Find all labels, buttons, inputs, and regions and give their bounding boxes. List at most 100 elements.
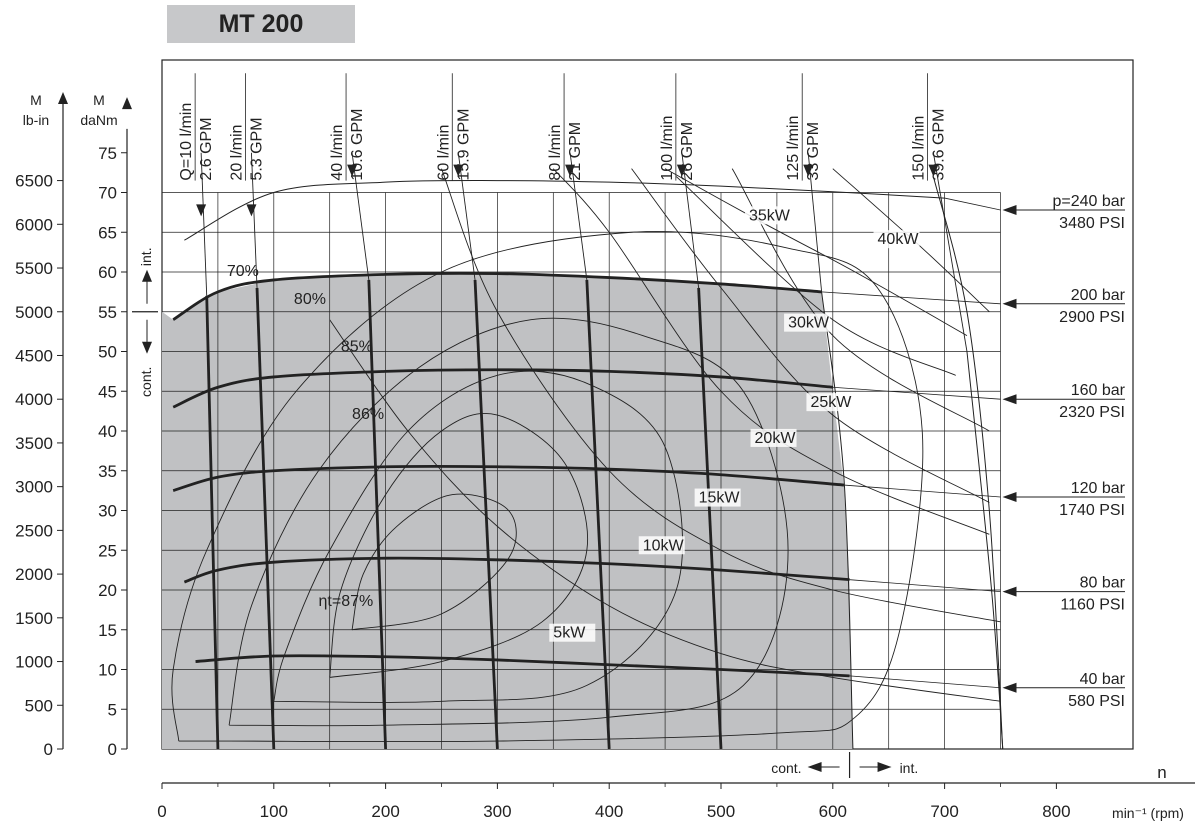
y-inner-tick-label: 15 [98,621,117,640]
y-outer-tick-label: 2000 [15,565,53,584]
y-inner-tick-label: 5 [108,700,117,719]
flow-label-lpm: 150 l/min [910,116,927,181]
pressure-extension [849,675,1001,689]
flow-label-lpm: 125 l/min [785,116,802,181]
power-label: 30kW [788,315,830,332]
pressure-arrow [1002,682,1017,693]
pressure-arrow [1002,298,1017,309]
y-inner-tick-label: 70 [98,184,117,203]
flow-line [255,287,276,750]
flow-arrow [196,204,207,217]
flow-line [367,279,387,750]
x-tick-label: 300 [483,802,511,821]
power-label: 25kW [810,394,852,411]
pressure-arrow [1002,204,1017,215]
y-outer-tick-label: 500 [25,696,53,715]
limit-curve [932,176,1004,750]
y-outer-tick-label: 4000 [15,390,53,409]
pressure-label-psi: 3480 PSI [1059,215,1125,232]
x-tick-label: 100 [260,802,288,821]
pressure-curve [172,271,822,321]
flow-label-lpm: Q=10 l/min [178,103,195,181]
flow-line [585,279,611,750]
flow-label-lpm: 60 l/min [435,125,452,181]
y-outer-tick-label: 1500 [15,609,53,628]
y-outer-tick-label: 6500 [15,172,53,191]
flow-arrow [453,164,464,177]
flow-label-gpm: 10.6 GPM [349,109,366,181]
efficiency-label: 85% [341,339,373,356]
pressure-curve [195,654,850,678]
torque-int-arrow [142,269,152,282]
flow-label-gpm: 33 GPM [805,122,822,181]
continuous-region [162,273,853,749]
flow-connector [807,152,823,292]
y-axis-outer-arrow [58,92,68,104]
flow-arrow [347,164,358,177]
pressure-arrow [1002,394,1017,405]
y-outer-tick-label: 6000 [15,215,53,234]
pressure-label-psi: 1160 PSI [1060,597,1125,614]
power-label-bg [744,206,791,225]
y-inner-tick-label: 50 [98,343,117,362]
y-outer-tick-label: 5000 [15,303,53,322]
flow-line [697,287,723,750]
pressure-label-psi: 2900 PSI [1059,309,1125,326]
power-curve [664,168,968,336]
efficiency-label: 70% [227,263,259,280]
flow-connector [250,152,258,288]
power-label: 40kW [878,231,920,248]
x-tick-label: 400 [595,802,623,821]
power-label-bg [784,313,831,332]
pressure-extension [821,291,1001,305]
y-outer-unit: lb-in [23,112,49,128]
flow-label-lpm: 80 l/min [547,125,564,181]
y-outer-tick-label: 3000 [15,478,53,497]
flow-line [821,291,854,750]
power-label-bg [750,428,797,447]
x-tick-label: 200 [371,802,399,821]
pressure-label-psi: 2320 PSI [1059,404,1125,421]
flow-connector [932,152,968,352]
flow-label-lpm: 40 l/min [329,125,346,181]
flow-connector [200,152,208,296]
chart-title-box: MT 200 [167,5,355,43]
torque-cont-arrow [142,341,152,354]
pressure-curve [172,464,845,492]
power-label: 35kW [749,207,791,224]
y-inner-tick-label: 0 [108,740,117,759]
power-label-bg [694,488,741,507]
flow-label-gpm: 21 GPM [567,122,584,181]
y-inner-tick-label: 40 [98,422,117,441]
y-inner-unit: daNm [80,112,117,128]
y-inner-tick-label: 60 [98,263,117,282]
efficiency-label: ηt=87% [319,593,374,610]
pressure-curve [184,180,945,241]
x-tick-label: 600 [819,802,847,821]
flow-label-gpm: 15.9 GPM [455,109,472,181]
flow-label-gpm: 2.6 GPM [198,117,215,180]
efficiency-curve [329,413,588,678]
torque-cont-label: cont. [138,367,154,397]
power-label: 15kW [699,490,741,507]
y-inner-tick-label: 45 [98,382,117,401]
y-inner-tick-label: 55 [98,303,117,322]
flow-connector [457,152,476,281]
y-inner-tick-label: 20 [98,581,117,600]
efficiency-curve [228,317,789,727]
pressure-label-bar: 120 bar [1071,480,1126,497]
y-inner-tick-label: 25 [98,541,117,560]
pressure-arrow [1002,491,1017,502]
power-label-bg [638,536,685,555]
power-curve [832,168,990,313]
y-inner-tick-label: 65 [98,223,117,242]
y-inner-tick-label: 10 [98,661,117,680]
power-curve [441,168,1001,623]
y-inner-tick-label: 30 [98,502,117,521]
speed-cont-label: cont. [771,760,801,776]
y-outer-tick-label: 1000 [15,653,53,672]
power-label-bg [549,623,596,642]
speed-int-arrow [877,762,892,772]
pressure-arrow [1002,586,1017,597]
pressure-extension [944,197,1001,211]
